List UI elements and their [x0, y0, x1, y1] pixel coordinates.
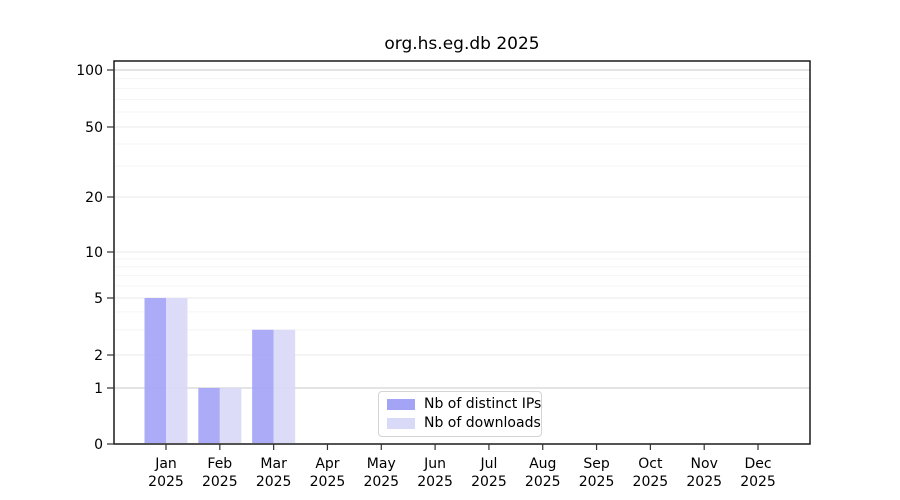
bar-downloads-0 — [166, 298, 188, 443]
legend-swatch-downloads — [387, 417, 415, 429]
x-tick-label-year-0: 2025 — [148, 474, 184, 490]
bar-ips-2 — [252, 329, 274, 443]
legend-swatch-distinct-ips — [387, 398, 415, 410]
legend: Nb of distinct IPs Nb of downloads — [378, 391, 542, 437]
bar-downloads-1 — [219, 388, 242, 443]
bar-downloads-2 — [273, 329, 296, 443]
bar-ips-0 — [144, 298, 166, 443]
x-tick-label-month-10: Nov — [691, 456, 718, 472]
y-tick-label-10: 10 — [85, 245, 103, 261]
x-tick-label-year-8: 2025 — [579, 474, 615, 490]
legend-item-distinct-ips: Nb of distinct IPs — [387, 396, 541, 412]
x-tick-label-month-4: May — [367, 456, 396, 472]
chart-title: org.hs.eg.db 2025 — [384, 34, 540, 54]
x-tick-label-month-6: Jul — [479, 456, 497, 472]
legend-label-downloads: Nb of downloads — [424, 415, 541, 431]
legend-item-downloads: Nb of downloads — [387, 415, 541, 431]
bar-ips-1 — [198, 388, 220, 443]
y-tick-label-100: 100 — [76, 63, 103, 79]
x-tick-label-month-1: Feb — [207, 456, 232, 472]
x-tick-label-year-7: 2025 — [525, 474, 561, 490]
x-tick-label-month-11: Dec — [744, 456, 771, 472]
x-tick-label-month-8: Sep — [583, 456, 610, 472]
y-tick-label-20: 20 — [85, 190, 103, 206]
x-tick-label-year-6: 2025 — [471, 474, 507, 490]
x-tick-label-year-4: 2025 — [363, 474, 399, 490]
x-tick-label-year-3: 2025 — [310, 474, 346, 490]
x-tick-label-month-0: Jan — [154, 456, 177, 472]
x-tick-label-year-11: 2025 — [740, 474, 776, 490]
x-tick-label-month-9: Oct — [638, 456, 663, 472]
y-tick-label-5: 5 — [94, 291, 103, 307]
x-tick-label-month-3: Apr — [315, 456, 339, 472]
y-tick-label-0: 0 — [94, 437, 103, 453]
legend-label-distinct-ips: Nb of distinct IPs — [424, 396, 542, 412]
y-tick-label-1: 1 — [94, 381, 103, 397]
x-tick-label-year-1: 2025 — [202, 474, 238, 490]
x-tick-label-month-7: Aug — [529, 456, 556, 472]
x-tick-label-year-5: 2025 — [417, 474, 453, 490]
x-tick-label-year-2: 2025 — [256, 474, 292, 490]
x-tick-label-month-5: Jun — [423, 456, 446, 472]
y-tick-label-2: 2 — [94, 348, 103, 364]
y-tick-label-50: 50 — [85, 120, 103, 136]
x-tick-label-year-9: 2025 — [633, 474, 669, 490]
x-tick-label-year-10: 2025 — [686, 474, 722, 490]
x-tick-label-month-2: Mar — [260, 456, 287, 472]
